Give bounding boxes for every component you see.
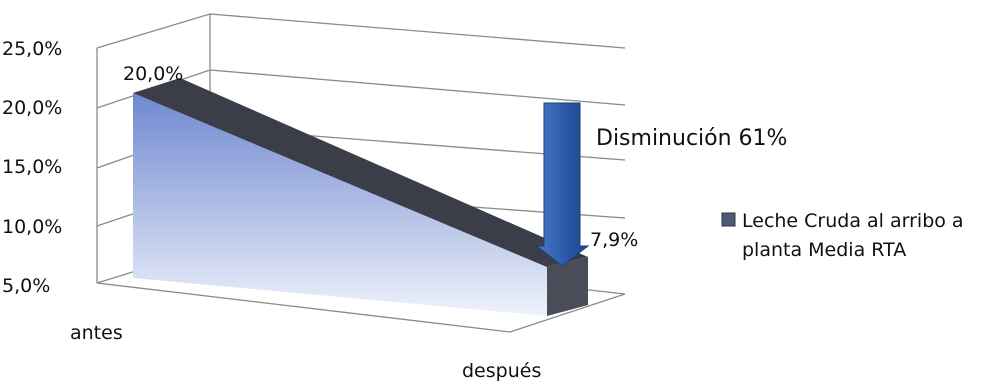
legend-label-line1: Leche Cruda al arribo a: [742, 210, 964, 232]
legend-label-line2: planta Media RTA: [742, 239, 906, 261]
data-label-antes: 20,0%: [123, 63, 183, 85]
area-end-face: [547, 257, 588, 316]
area-front-face: [133, 93, 547, 316]
y-tick-labels: 25,0% 20,0% 15,0% 10,0% 5,0%: [2, 38, 62, 297]
y-tick-label: 10,0%: [2, 216, 62, 238]
series-area: [133, 78, 588, 316]
y-tick-label: 5,0%: [2, 275, 50, 297]
annotation-text: Disminución 61%: [596, 126, 787, 151]
y-tick-label: 25,0%: [2, 38, 62, 60]
decrease-arrow: [535, 102, 590, 267]
y-tick-label: 15,0%: [2, 156, 62, 178]
y-tick-label: 20,0%: [2, 97, 62, 119]
legend: Leche Cruda al arribo a planta Media RTA: [721, 210, 964, 261]
category-label-antes: antes: [70, 322, 123, 344]
arrow-shape: [535, 102, 590, 267]
legend-swatch: [721, 212, 736, 227]
category-label-despues: después: [462, 360, 541, 382]
area-top-ribbon: [133, 78, 588, 267]
data-label-despues: 7,9%: [590, 229, 638, 251]
gridline: [96, 13, 626, 49]
